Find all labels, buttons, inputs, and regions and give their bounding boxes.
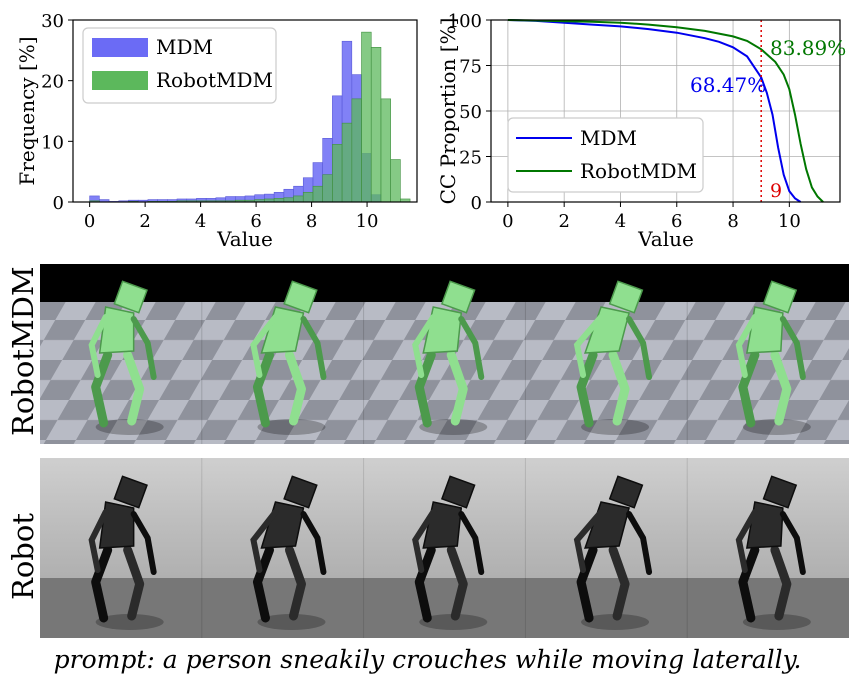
histogram-bar-robotmdm — [341, 122, 353, 203]
histogram-xtick-label: 8 — [306, 211, 317, 232]
row-label-robotmdm: RobotMDM — [6, 266, 40, 436]
reference-line-label: 9 — [770, 180, 782, 202]
histogram-ytick-label: 30 — [41, 11, 64, 32]
annotation-mdm-value: 68.47% — [690, 73, 766, 97]
cc-xtick-label: 10 — [778, 211, 801, 232]
cc-xtick-label: 4 — [615, 211, 626, 232]
sim-frames — [88, 264, 811, 444]
cc-ytick-label: 0 — [471, 193, 482, 214]
cc-legend-label-robotmdm: RobotMDM — [580, 159, 697, 183]
annotation-robotmdm-value: 83.89% — [770, 36, 846, 60]
cc-ytick-label: 50 — [459, 102, 482, 123]
cc-xtick-label: 8 — [727, 211, 738, 232]
histogram-xtick-label: 10 — [356, 211, 379, 232]
cc-xlabel: Value — [637, 227, 694, 251]
histogram-bar-robotmdm — [361, 31, 372, 203]
histogram-ytick-label: 10 — [41, 132, 64, 153]
cc-line-mdm — [507, 19, 802, 203]
real-robot-strip — [40, 458, 849, 638]
sim-robot-frame-5 — [735, 280, 811, 435]
legend-label-robotmdm: RobotMDM — [156, 68, 273, 92]
cc-legend: MDM RobotMDM — [507, 117, 704, 193]
cc-xtick-label: 6 — [671, 211, 682, 232]
cc-legend-box — [507, 117, 704, 193]
real-robot-frame-3 — [412, 475, 488, 630]
histogram-bar-robotmdm — [312, 185, 323, 203]
histogram-bar-robotmdm — [302, 191, 314, 203]
histogram-bar-robotmdm — [293, 195, 304, 203]
simulation-strip — [40, 264, 849, 444]
cc-legend-label-mdm: MDM — [580, 126, 637, 150]
real-robot-frame-2 — [250, 475, 327, 630]
histogram-bar-robotmdm — [370, 46, 382, 203]
histogram-chart: 0 2 4 6 8 10 0 10 20 30 Value Frequency [%] MDM R… — [15, 11, 418, 251]
histogram-legend: MDM RobotMDM — [82, 27, 277, 104]
histogram-bar-robotmdm — [283, 197, 294, 203]
real-floor — [40, 578, 849, 638]
histogram-frame — [72, 19, 418, 203]
sim-robot-frame-3 — [412, 280, 488, 435]
histogram-xtick-label: 6 — [250, 211, 261, 232]
legend-swatch-robotmdm — [92, 71, 148, 90]
real-robot-frame-5 — [735, 475, 811, 630]
real-frames — [88, 458, 811, 638]
real-robot-frame-4 — [573, 475, 653, 630]
cc-ylabel: CC Proportion [%] — [436, 18, 460, 205]
cc-xtick-label: 2 — [558, 211, 569, 232]
cc-lines — [507, 19, 824, 203]
histogram-ticks: 0 2 4 6 8 10 0 10 20 30 — [41, 11, 378, 232]
cc-xtick-label: 0 — [502, 211, 513, 232]
histogram-bar-robotmdm — [390, 159, 401, 203]
legend-label-mdm: MDM — [156, 35, 213, 59]
histogram-ylabel: Frequency [%] — [15, 36, 39, 185]
histogram-bar-robotmdm — [322, 174, 333, 203]
histogram-xlabel: Value — [216, 227, 273, 251]
histogram-ytick-label: 20 — [41, 72, 64, 93]
histogram-bar-robotmdm — [351, 98, 362, 203]
cc-line-robotmdm — [507, 19, 824, 203]
cc-ytick-label: 75 — [459, 57, 482, 78]
figure-caption: prompt: a person sneakily crouches while… — [53, 645, 802, 674]
sim-robot-frame-2 — [250, 280, 327, 435]
histogram-bars — [89, 31, 411, 203]
histogram-xtick-label: 4 — [195, 211, 206, 232]
sim-robot-frame-1 — [88, 280, 164, 435]
real-robot-frame-1 — [88, 475, 164, 630]
sim-robot-frame-4 — [573, 280, 653, 435]
histogram-bar-robotmdm — [332, 144, 343, 203]
cc-ytick-label: 25 — [459, 148, 482, 169]
histogram-bar-robotmdm — [380, 98, 391, 203]
legend-swatch-mdm — [92, 38, 148, 57]
row-label-robot: Robot — [6, 513, 40, 600]
histogram-ytick-label: 0 — [53, 193, 64, 214]
histogram-xtick-label: 0 — [84, 211, 95, 232]
cc-ytick-label: 100 — [448, 11, 482, 32]
histogram-xtick-label: 2 — [139, 211, 150, 232]
